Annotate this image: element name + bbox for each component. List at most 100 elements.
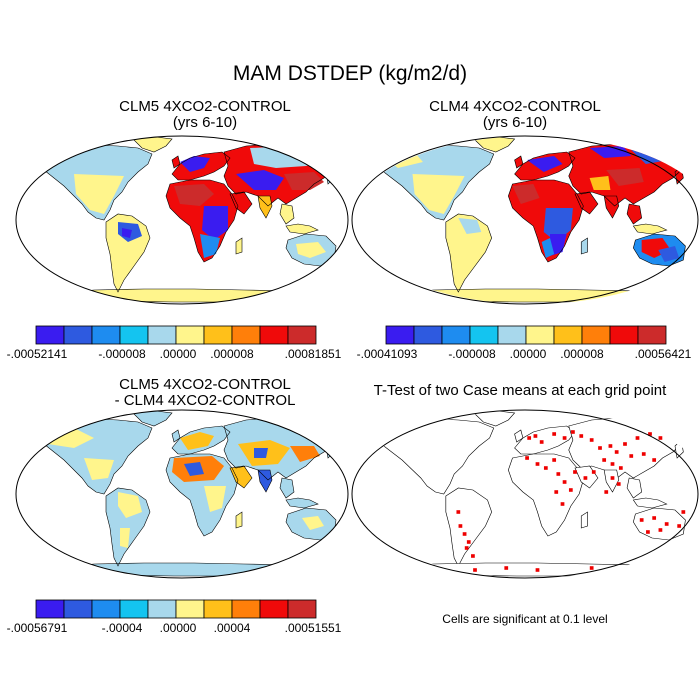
colorbar-2-box-3 [441, 325, 471, 345]
map-1-content [35, 136, 343, 303]
map-1-patch-19 [280, 204, 294, 224]
colorbar-2-label-min: -.00041093 [356, 347, 418, 361]
map-2-patch-14 [589, 146, 632, 158]
map-2-coast-madagascar [580, 237, 588, 255]
colorbar-3-box-7 [203, 599, 233, 619]
panel-2-title-line2: (yrs 6-10) [482, 114, 548, 131]
colorbar-2-box-4 [469, 325, 499, 345]
significant-cell-16 [671, 430, 675, 434]
map-4-outline-australia [632, 507, 686, 541]
significant-cell-6 [571, 430, 575, 434]
map-3-coast-indonesia [285, 497, 319, 509]
significant-cell-9 [598, 446, 602, 450]
colorbar-1-box-5 [147, 325, 177, 345]
panel-2-title: CLM4 4XCO2-CONTROL (yrs 6-10) [370, 99, 660, 131]
significant-cell-31 [583, 476, 588, 480]
colorbar-1 [35, 325, 317, 345]
map-2-coast-nz [682, 265, 693, 279]
map-2-patch-17 [589, 176, 611, 190]
significant-cell-19 [610, 462, 615, 466]
colorbar-2-box-5 [497, 325, 527, 345]
map-3-coast-madagascar [235, 511, 243, 529]
panel-4-title: T-Test of two Case means at each grid po… [373, 382, 667, 399]
map-1-patch-3 [74, 174, 124, 214]
significance-note: Cells are significant at 0.1 level [442, 612, 608, 626]
significant-cell-23 [543, 466, 548, 470]
map-2-patch-12 [541, 238, 555, 258]
colorbar-1-box-1 [35, 325, 65, 345]
significant-cell-25 [556, 472, 561, 476]
map-3-patch-3 [84, 458, 114, 480]
significant-cell-43 [471, 554, 475, 558]
significant-cell-14 [648, 432, 652, 436]
map-2-patch-2 [412, 174, 465, 214]
map-1-coast-africa [165, 179, 239, 263]
colorbar-2-label-4: .000008 [560, 347, 604, 361]
map-3-patch-23 [236, 512, 242, 528]
colorbar-3-box-9 [259, 599, 289, 619]
map-1-patch-23 [236, 238, 242, 254]
colorbar-1-box-2 [63, 325, 93, 345]
map-1-coast-arabia [229, 191, 253, 215]
map-3-patch-26 [334, 540, 342, 552]
panel-3-title-line2: - CLM4 4XCO2-CONTROL [114, 392, 296, 409]
map-3-patch-5 [118, 492, 142, 518]
significant-cell-55 [589, 566, 594, 570]
significant-cell-10 [608, 444, 613, 448]
significant-cell-49 [646, 530, 650, 534]
panel-3-title-line1: CLM5 4XCO2-CONTROL [119, 376, 291, 393]
colorbar-3 [35, 599, 317, 619]
map-3-coast-india [257, 469, 273, 493]
colorbar-3-box-1 [35, 599, 65, 619]
map-2-patch-16 [606, 168, 644, 186]
colorbar-1-box-8 [231, 325, 261, 345]
colorbar-2-box-10 [637, 325, 667, 345]
map-2-patch-28 [683, 266, 692, 278]
significant-cell-27 [568, 488, 573, 492]
map-3-coast-arabia [229, 465, 253, 489]
colorbar-3-box-5 [147, 599, 177, 619]
significant-cell-36 [629, 454, 634, 458]
significant-cell-46 [652, 516, 657, 520]
colorbar-3-label-3: .00000 [159, 621, 197, 635]
map-1-coast-seAsia [279, 203, 295, 225]
map-1-coast-uk [171, 155, 181, 169]
significant-cell-1 [527, 436, 532, 440]
map-2-patch-29 [472, 137, 515, 152]
colorbar-1-label-min: -.00052141 [6, 347, 68, 361]
map-4-outline-africa [508, 453, 584, 537]
panel-3-title: CLM5 4XCO2-CONTROL - CLM4 4XCO2-CONTROL [60, 377, 350, 409]
map-1-patch-17 [230, 192, 252, 214]
map-2-patch-4 [445, 214, 492, 292]
significant-cell-54 [535, 568, 540, 572]
colorbar-3-box-2 [63, 599, 93, 619]
significant-cell-32 [591, 470, 596, 474]
map-2-coast-arabia [574, 191, 599, 215]
map-1-border [15, 135, 349, 305]
colorbar-2 [385, 325, 667, 345]
panel-1-title-line1: CLM5 4XCO2-CONTROL [119, 98, 291, 115]
map-2-coast-seAsia [626, 203, 643, 225]
significant-cell-48 [658, 528, 663, 532]
map-1-coast-india [257, 195, 273, 219]
map-1-patch-6 [122, 228, 132, 238]
map-2-coast-southAmerica [445, 213, 493, 293]
significant-cell-3 [539, 440, 544, 444]
significant-cell-12 [623, 442, 627, 446]
map-2-content [372, 136, 693, 303]
significant-cell-29 [560, 502, 565, 506]
map-1-patch-2 [54, 145, 152, 174]
significant-cell-26 [562, 480, 567, 484]
colorbar-1-box-7 [203, 325, 233, 345]
significant-cell-41 [466, 540, 471, 544]
colorbar-2-box-9 [609, 325, 639, 345]
map-1-patch-10 [174, 184, 214, 206]
map-1-patch-22 [296, 242, 326, 258]
figure-title: MAM DSTDEP (kg/m2/d) [232, 62, 468, 85]
map-2-border [351, 135, 699, 305]
colorbar-2-box-8 [581, 325, 611, 345]
significant-cell-15 [658, 436, 663, 440]
significant-cell-24 [552, 458, 557, 462]
map-1-patch-16 [284, 172, 324, 190]
map-3-patch-1 [36, 419, 152, 494]
